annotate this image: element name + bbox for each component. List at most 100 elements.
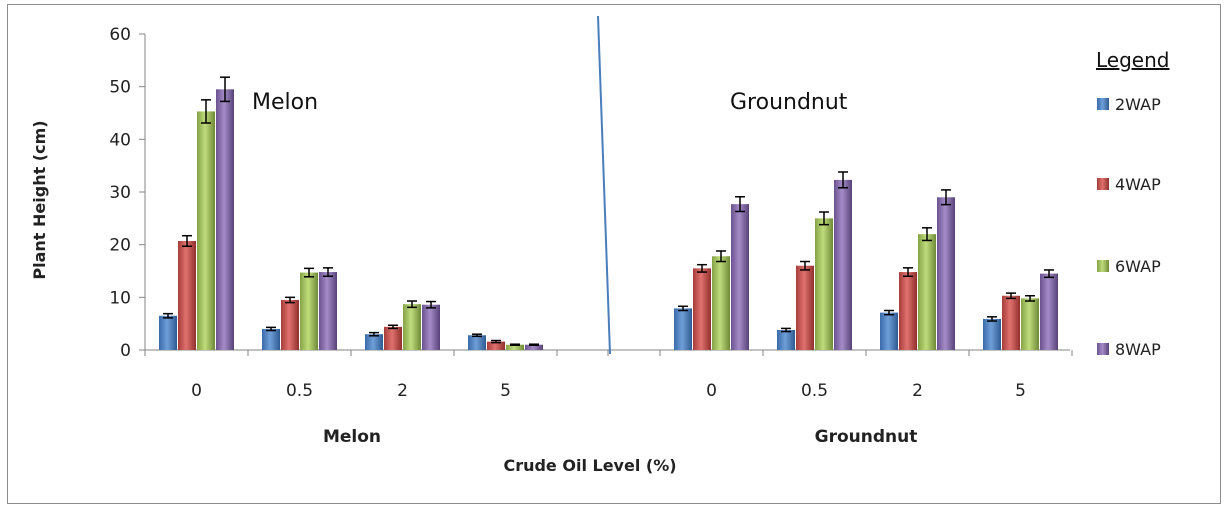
bar-melon-0.5-8WAP — [319, 272, 337, 350]
bar-groundnut-0-8WAP — [731, 204, 749, 350]
x-tick-label: 2 — [912, 381, 923, 401]
x-tick-label: 2 — [397, 381, 408, 401]
bar-groundnut-0.5-6WAP — [815, 218, 833, 350]
error-bar — [407, 300, 417, 309]
y-tick-label: 30 — [109, 183, 131, 203]
bar-melon-5-4WAP — [487, 341, 505, 350]
bar-groundnut-0.5-4WAP — [796, 265, 814, 350]
error-bar — [323, 267, 333, 278]
x-tick-label: 0.5 — [801, 381, 828, 401]
melon-annotation: Melon — [252, 90, 318, 115]
groundnut-annotation: Groundnut — [730, 90, 848, 115]
bar-melon-2-8WAP — [422, 304, 440, 350]
error-bar — [1006, 292, 1016, 300]
group-label-melon: Melon — [323, 427, 381, 447]
error-bar — [781, 327, 791, 333]
error-bar — [716, 250, 726, 263]
bar-groundnut-0.5-2WAP — [777, 329, 795, 350]
bar-groundnut-5-6WAP — [1021, 298, 1039, 350]
legend-label-2WAP: 2WAP — [1115, 95, 1161, 114]
bar-groundnut-0-4WAP — [693, 268, 711, 350]
bar-melon-0.5-4WAP — [281, 299, 299, 350]
error-bar — [529, 343, 539, 347]
y-tick-label: 10 — [109, 288, 131, 308]
error-bar — [941, 189, 951, 206]
bar-groundnut-5-8WAP — [1040, 273, 1058, 350]
error-bar — [304, 267, 314, 278]
error-bar — [735, 195, 745, 213]
error-bar — [1044, 269, 1054, 279]
bar-melon-0-6WAP — [197, 111, 215, 350]
legend-swatch-4WAP — [1097, 178, 1109, 190]
error-bar — [510, 343, 520, 347]
y-tick-label: 60 — [109, 25, 131, 45]
error-bar — [987, 316, 997, 322]
bar-melon-5-8WAP — [525, 344, 543, 350]
bar-melon-5-2WAP — [468, 335, 486, 350]
error-bar — [220, 76, 230, 103]
error-bar — [922, 227, 932, 242]
legend-title: Legend — [1096, 48, 1169, 72]
legend-label-8WAP: 8WAP — [1115, 340, 1161, 359]
legend-swatch-6WAP — [1097, 260, 1109, 272]
error-bar — [678, 305, 688, 312]
error-bar — [182, 234, 192, 247]
bar-melon-0-2WAP — [159, 315, 177, 350]
legend-swatch-8WAP — [1097, 343, 1109, 355]
bar-groundnut-2-2WAP — [880, 312, 898, 350]
bar-melon-2-4WAP — [384, 326, 402, 350]
y-tick-label: 40 — [109, 130, 131, 150]
error-bar — [426, 300, 436, 309]
error-bars — [163, 76, 1054, 347]
error-bar — [838, 171, 848, 189]
error-bar — [163, 312, 173, 319]
error-bar — [697, 263, 707, 273]
bar-melon-0-4WAP — [178, 240, 196, 350]
x-tick-label: 5 — [500, 381, 511, 401]
bar-melon-2-2WAP — [365, 334, 383, 350]
group-divider — [597, 15, 611, 355]
bar-groundnut-2-6WAP — [918, 234, 936, 350]
bars — [159, 89, 1058, 351]
bar-melon-5-6WAP — [506, 344, 524, 350]
legend-label-4WAP: 4WAP — [1115, 175, 1161, 194]
x-tick-label: 5 — [1015, 381, 1026, 401]
group-label-groundnut: Groundnut — [815, 427, 918, 447]
error-bar — [266, 326, 276, 332]
bar-groundnut-5-2WAP — [983, 318, 1001, 350]
error-bar — [903, 267, 913, 278]
bar-groundnut-5-4WAP — [1002, 295, 1020, 350]
x-axis-title: Crude Oil Level (%) — [503, 456, 676, 475]
error-bar — [472, 333, 482, 338]
bar-melon-0.5-2WAP — [262, 328, 280, 350]
error-bar — [369, 331, 379, 337]
legend: Legend 2WAP 4WAP 6WAP 8WAP — [1096, 48, 1169, 359]
error-bar — [1025, 295, 1035, 302]
bar-groundnut-0.5-8WAP — [834, 179, 852, 350]
error-bar — [491, 339, 501, 344]
bar-groundnut-0-6WAP — [712, 256, 730, 350]
error-bar — [201, 99, 211, 124]
error-bar — [819, 211, 829, 226]
legend-swatch-2WAP — [1097, 98, 1109, 110]
x-tick-label: 0 — [706, 381, 717, 401]
bar-groundnut-0-2WAP — [674, 308, 692, 350]
y-tick-label: 0 — [120, 341, 131, 361]
bar-melon-0.5-6WAP — [300, 272, 318, 350]
y-axis-title: Plant Height (cm) — [30, 120, 49, 279]
y-tick-label: 20 — [109, 236, 131, 256]
legend-label-6WAP: 6WAP — [1115, 257, 1161, 276]
x-tick-label: 0 — [191, 381, 202, 401]
y-tick-label: 50 — [109, 78, 131, 98]
bar-melon-0-8WAP — [216, 89, 234, 351]
x-tick-label: 0.5 — [286, 381, 313, 401]
error-bar — [388, 324, 398, 330]
bar-groundnut-2-4WAP — [899, 272, 917, 350]
error-bar — [800, 260, 810, 271]
error-bar — [285, 296, 295, 304]
bar-groundnut-2-8WAP — [937, 197, 955, 350]
bar-melon-2-6WAP — [403, 304, 421, 350]
error-bar — [884, 309, 894, 316]
